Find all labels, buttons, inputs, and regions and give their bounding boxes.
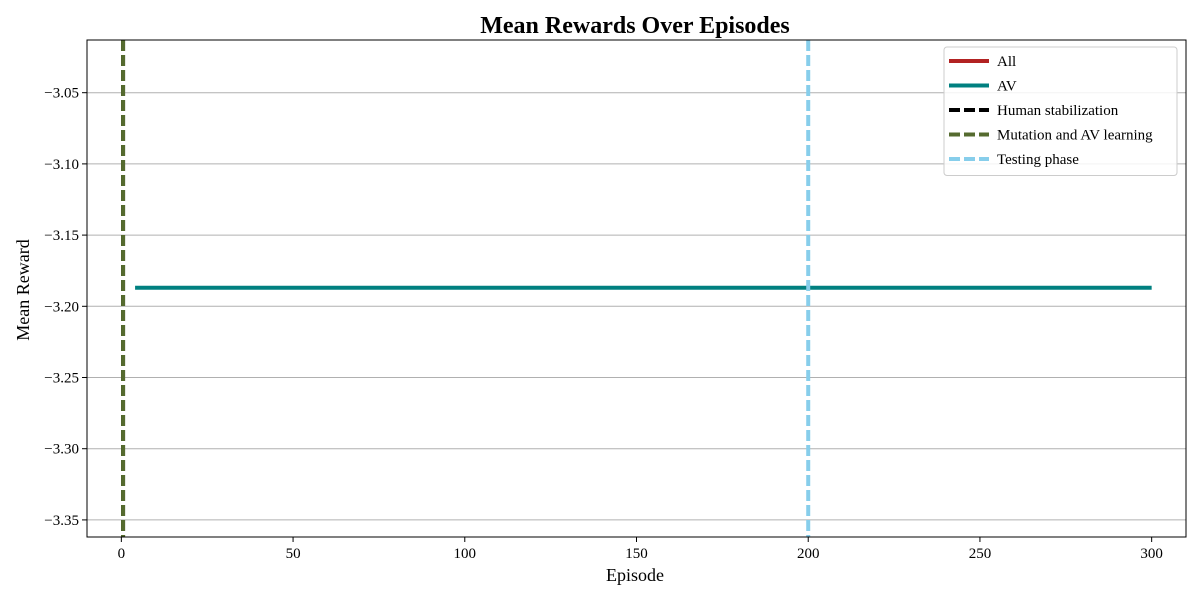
legend: All AV Human stabilization Mutation and AV … [943, 46, 1178, 176]
chart-title: Mean Rewards Over Episodes [480, 13, 790, 39]
y-tick-label: −3.20 [44, 299, 79, 315]
legend-box [943, 46, 1178, 176]
legend-label: Human stabilization [997, 103, 1119, 119]
y-axis-label: Mean Reward [13, 239, 33, 340]
x-tick-label: 200 [797, 546, 820, 562]
y-tick-label: −3.25 [44, 371, 79, 387]
legend-label: AV [997, 79, 1017, 95]
y-tick-label: −3.35 [44, 513, 79, 529]
x-tick-label: 250 [969, 546, 992, 562]
grid-lines [87, 92, 1186, 521]
y-axis: −3.05 −3.10 −3.15 −3.20 −3.25 −3.30 −3.35 [44, 86, 87, 529]
y-tick-label: −3.30 [44, 442, 79, 458]
x-tick-label: 100 [454, 546, 477, 562]
y-tick-label: −3.05 [44, 86, 79, 102]
legend-label: Mutation and AV learning [997, 128, 1153, 144]
x-tick-label: 0 [118, 546, 126, 562]
x-axis-label: Episode [606, 565, 664, 585]
legend-label: All [997, 54, 1016, 70]
x-tick-label: 50 [286, 546, 301, 562]
x-tick-label: 150 [625, 546, 648, 562]
y-tick-label: −3.15 [44, 228, 79, 244]
plot-lines [121, 40, 1152, 537]
x-tick-label: 300 [1140, 546, 1163, 562]
y-tick-label: −3.10 [44, 157, 79, 173]
x-axis: 0 50 100 150 200 250 300 [118, 537, 1163, 562]
legend-label: Testing phase [997, 152, 1079, 168]
